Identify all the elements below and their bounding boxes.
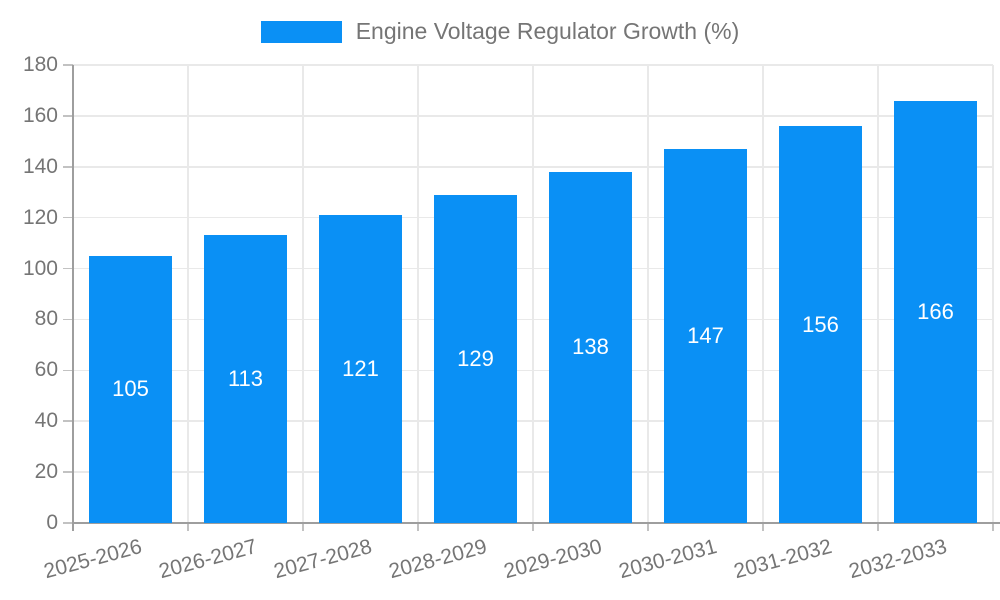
y-tick-label: 60 xyxy=(34,358,58,382)
x-axis-line xyxy=(72,522,1000,524)
y-axis-tick xyxy=(63,64,73,66)
y-axis-tick xyxy=(63,267,73,270)
gridline-vertical xyxy=(992,65,994,523)
bar-value-label: 138 xyxy=(572,334,609,360)
y-axis-tick xyxy=(63,471,73,473)
x-axis-tick xyxy=(417,523,419,531)
bar-value-label: 129 xyxy=(457,345,494,371)
x-axis-tick xyxy=(992,523,994,531)
y-axis-tick xyxy=(63,318,73,321)
bar-value-label: 156 xyxy=(802,311,839,337)
gridline-vertical xyxy=(762,65,764,523)
x-axis-tick xyxy=(187,523,189,531)
bar-value-label: 105 xyxy=(112,376,149,402)
bar-value-label: 147 xyxy=(687,322,724,348)
bar: 147 xyxy=(664,148,747,523)
x-tick-label: 2030-2031 xyxy=(616,535,720,584)
y-axis-tick xyxy=(63,369,73,372)
gridline-vertical xyxy=(187,65,189,523)
y-axis-tick xyxy=(63,522,73,524)
bar-value-label: 121 xyxy=(342,356,379,382)
y-axis-tick xyxy=(63,420,73,422)
x-tick-label: 2032-2033 xyxy=(846,535,950,584)
legend-label: Engine Voltage Regulator Growth (%) xyxy=(355,18,740,44)
y-tick-label: 40 xyxy=(34,409,58,433)
y-tick-label: 140 xyxy=(22,154,58,178)
gridline-vertical xyxy=(417,65,419,523)
gridline-vertical xyxy=(647,65,649,523)
bar: 113 xyxy=(204,235,287,523)
chart-legend[interactable]: Engine Voltage Regulator Growth (%) xyxy=(0,18,1000,45)
x-tick-label: 2025-2026 xyxy=(41,535,145,584)
y-tick-label: 20 xyxy=(34,460,58,484)
x-tick-label: 2027-2028 xyxy=(271,535,375,584)
y-axis-line xyxy=(72,65,74,531)
bar: 121 xyxy=(319,215,402,523)
x-axis-tick xyxy=(647,523,649,531)
y-tick-label: 80 xyxy=(34,307,58,331)
x-tick-label: 2029-2030 xyxy=(501,535,605,584)
bar-value-label: 166 xyxy=(917,298,954,324)
gridline-vertical xyxy=(302,65,304,523)
legend-swatch xyxy=(260,20,342,43)
y-tick-label: 100 xyxy=(22,256,58,280)
x-axis-tick xyxy=(532,523,534,531)
x-tick-label: 2026-2027 xyxy=(156,535,260,584)
bar: 105 xyxy=(89,255,172,523)
y-axis-tick xyxy=(63,115,73,117)
y-tick-label: 0 xyxy=(46,511,58,534)
bar-value-label: 113 xyxy=(227,366,264,392)
x-tick-label: 2028-2029 xyxy=(386,535,490,584)
gridline-vertical xyxy=(532,65,534,523)
x-tick-label: 2031-2032 xyxy=(731,535,835,584)
bar: 156 xyxy=(779,126,862,523)
bar: 129 xyxy=(434,194,517,523)
x-axis-tick xyxy=(762,523,764,531)
y-tick-label: 120 xyxy=(22,205,58,229)
y-tick-label: 180 xyxy=(22,53,58,76)
y-axis-tick xyxy=(63,216,73,219)
bar: 166 xyxy=(894,100,977,523)
bar: 138 xyxy=(549,171,632,523)
y-tick-label: 160 xyxy=(22,103,58,127)
x-axis-tick xyxy=(877,523,879,531)
x-axis-tick xyxy=(302,523,304,531)
gridline-vertical xyxy=(877,65,879,523)
y-axis-tick xyxy=(63,166,73,168)
